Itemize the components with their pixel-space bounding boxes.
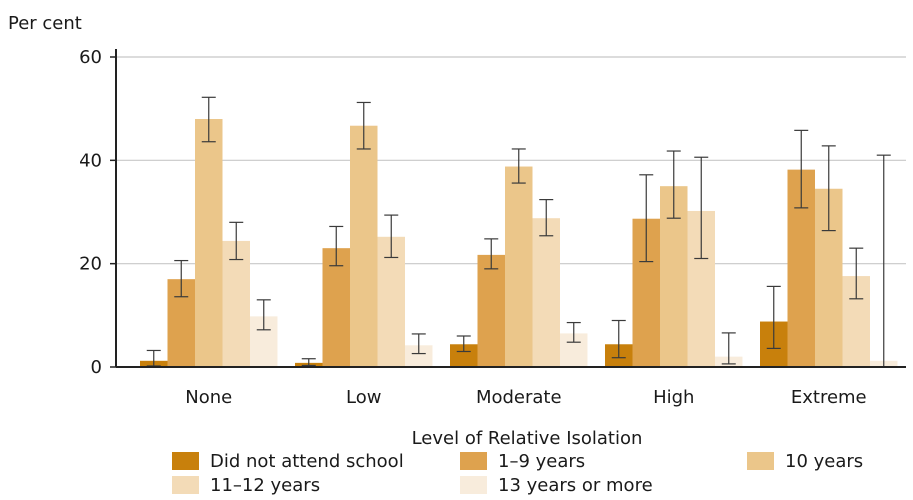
- y-tick-label-20: 20: [79, 254, 102, 275]
- y-tick-label-60: 60: [79, 47, 102, 68]
- x-ticks-group: None Low Moderate High Extreme: [185, 387, 866, 408]
- legend: Did not attend school 1–9 years 10 years 11…: [172, 451, 863, 496]
- legend-swatch-3: [747, 452, 774, 470]
- error-bar-extreme-series-4: [849, 247, 864, 300]
- x-axis-label: Level of Relative Isolation: [412, 428, 643, 449]
- error-bar-low-series-2: [329, 225, 344, 267]
- error-bar-low-series-4: [384, 214, 399, 259]
- error-bar-low-series-1: [301, 358, 316, 367]
- bar-none-series-3: [195, 119, 223, 367]
- error-bar-high-series-4: [694, 156, 709, 260]
- bar-moderate-series-1: [450, 344, 478, 367]
- error-bar-none-series-5: [256, 299, 271, 331]
- error-bar-none-series-3: [201, 96, 216, 143]
- y-tick-label-40: 40: [79, 150, 102, 171]
- legend-swatch-4: [172, 476, 199, 494]
- x-tick-label-moderate: Moderate: [476, 387, 562, 408]
- error-bar-high-series-3: [666, 150, 681, 219]
- y-axis-label: Per cent: [8, 13, 82, 34]
- x-tick-label-extreme: Extreme: [791, 387, 867, 408]
- x-tick-label-low: Low: [346, 387, 381, 408]
- error-bar-moderate-series-2: [484, 238, 499, 270]
- legend-label-5: 13 years or more: [498, 475, 653, 496]
- y-ticks-group: 0 20 40 60: [79, 47, 116, 378]
- axes-group: [115, 49, 906, 368]
- bars-group: [140, 119, 898, 367]
- legend-swatch-1: [172, 452, 199, 470]
- error-bar-extreme-series-1: [766, 285, 781, 349]
- bar-low-series-2: [322, 248, 350, 367]
- error-bar-none-series-4: [229, 221, 244, 261]
- error-bar-low-series-3: [356, 101, 371, 150]
- bar-moderate-series-4: [532, 218, 560, 367]
- error-bar-low-series-5: [411, 333, 426, 355]
- bar-moderate-series-3: [505, 166, 533, 367]
- error-bar-extreme-series-3: [821, 145, 836, 232]
- error-bar-high-series-5: [721, 332, 736, 365]
- error-bar-moderate-series-3: [511, 148, 526, 184]
- legend-label-4: 11–12 years: [210, 475, 320, 496]
- error-bar-extreme-series-5: [876, 154, 891, 368]
- error-bar-moderate-series-4: [539, 199, 554, 237]
- bar-low-series-5: [405, 345, 433, 367]
- x-tick-label-none: None: [185, 387, 232, 408]
- error-bar-none-series-2: [174, 259, 189, 298]
- bar-low-series-4: [377, 236, 405, 367]
- error-bar-none-series-1: [146, 349, 161, 367]
- x-tick-label-high: High: [653, 387, 694, 408]
- error-bar-moderate-series-5: [566, 321, 581, 343]
- error-bar-moderate-series-1: [456, 335, 471, 353]
- error-bar-high-series-2: [639, 174, 654, 263]
- error-bar-extreme-series-2: [794, 129, 809, 209]
- bar-none-series-4: [222, 240, 250, 367]
- legend-swatch-2: [460, 452, 487, 470]
- bar-low-series-3: [350, 125, 378, 367]
- legend-label-1: Did not attend school: [210, 451, 404, 472]
- error-bar-high-series-1: [611, 319, 626, 359]
- legend-label-3: 10 years: [785, 451, 863, 472]
- bar-moderate-series-2: [477, 254, 505, 367]
- y-tick-label-0: 0: [91, 357, 102, 378]
- legend-label-2: 1–9 years: [498, 451, 585, 472]
- legend-swatch-5: [460, 476, 487, 494]
